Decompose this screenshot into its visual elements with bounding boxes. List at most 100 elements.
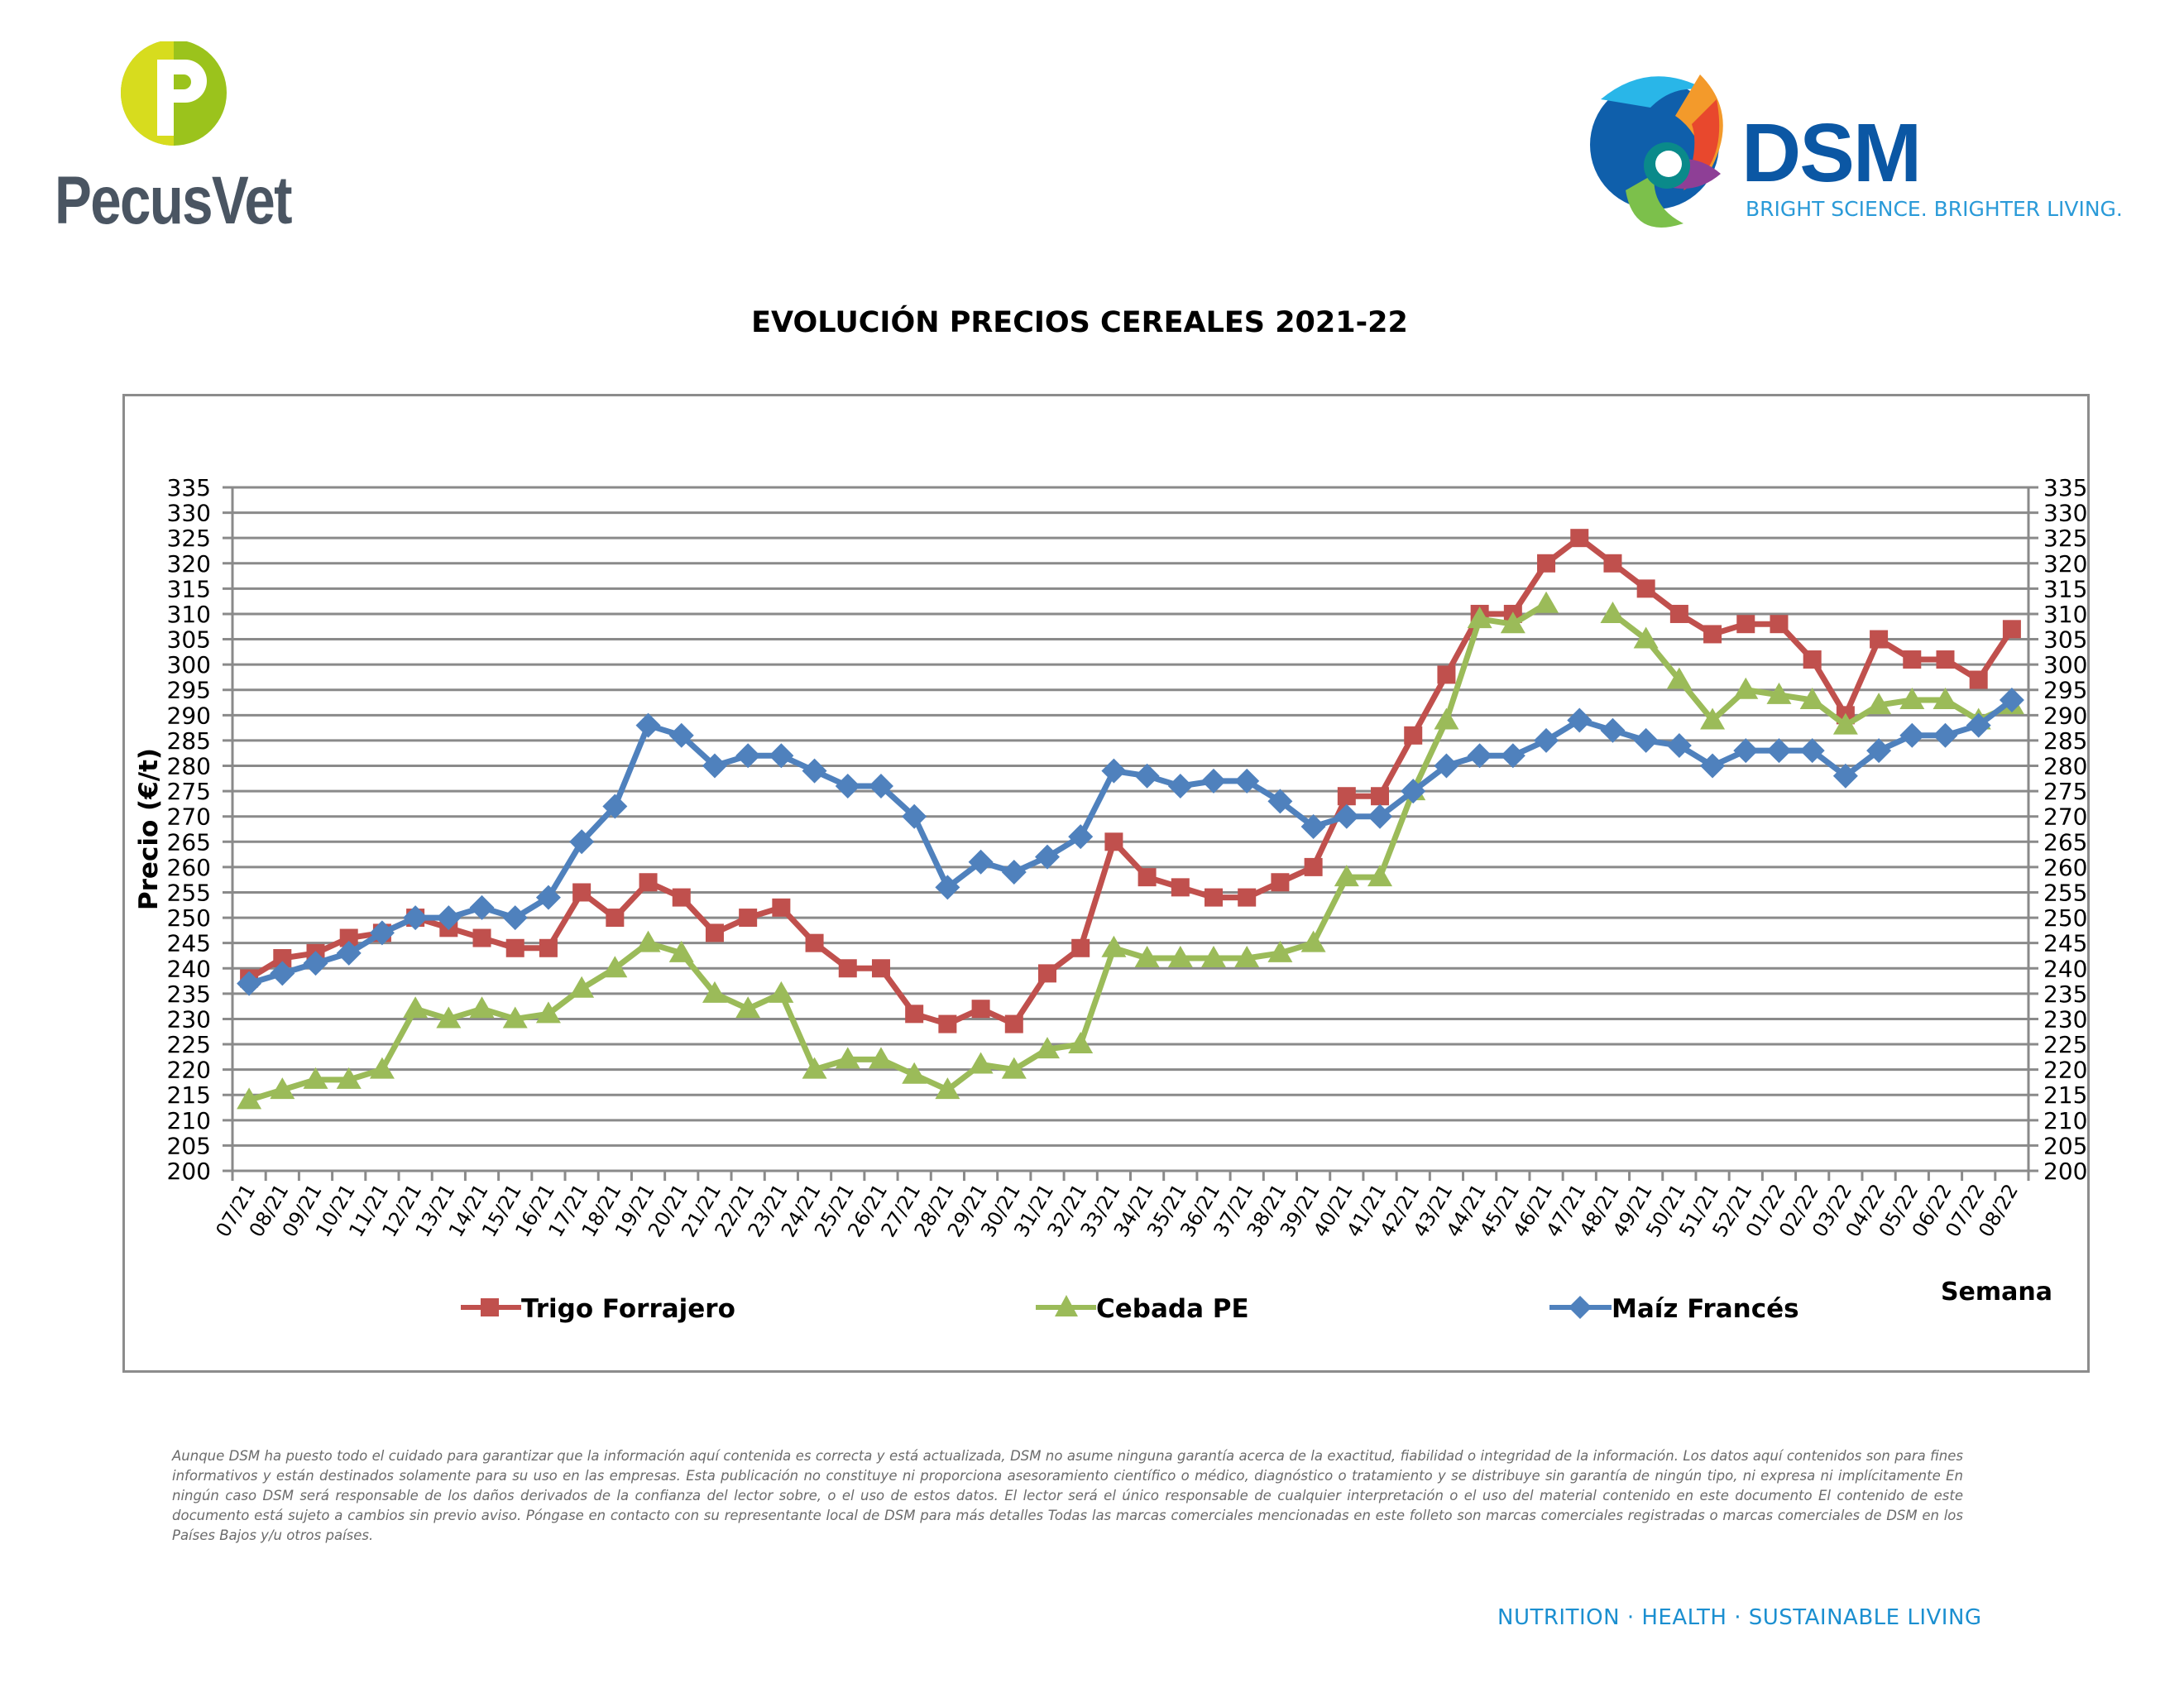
disclaimer-text: Aunque DSM ha puesto todo el cuidado par… bbox=[172, 1448, 1963, 1543]
data-point bbox=[1766, 682, 1792, 704]
data-point bbox=[270, 1077, 295, 1100]
y-tick-label-left: 335 bbox=[167, 474, 211, 501]
y-tick-label-right: 215 bbox=[2043, 1081, 2087, 1109]
data-point bbox=[1733, 738, 1759, 764]
data-point bbox=[472, 928, 491, 947]
data-point bbox=[602, 956, 628, 978]
data-point bbox=[1832, 712, 1858, 735]
data-point bbox=[1534, 727, 1559, 753]
y-tick-label-right: 290 bbox=[2043, 702, 2087, 729]
data-point bbox=[902, 803, 927, 829]
data-point bbox=[802, 758, 827, 784]
y-tick-label-right: 240 bbox=[2043, 955, 2087, 982]
data-point bbox=[1101, 935, 1127, 957]
data-point bbox=[1966, 712, 1991, 738]
data-point bbox=[1770, 615, 1789, 634]
data-point bbox=[668, 940, 694, 962]
data-point bbox=[1803, 650, 1822, 669]
data-point bbox=[502, 905, 528, 931]
y-tick-label-right: 300 bbox=[2043, 651, 2087, 679]
data-point bbox=[1832, 763, 1858, 789]
data-point bbox=[1799, 738, 1825, 764]
data-point bbox=[403, 996, 429, 1019]
y-tick-label-left: 235 bbox=[167, 981, 211, 1008]
data-point bbox=[1899, 687, 1925, 709]
data-point bbox=[1271, 873, 1290, 892]
data-point bbox=[237, 971, 262, 996]
y-tick-label-right: 220 bbox=[2043, 1057, 2087, 1084]
y-tick-label-right: 200 bbox=[2043, 1158, 2087, 1185]
data-point bbox=[1434, 707, 1459, 730]
y-tick-label-left: 255 bbox=[167, 879, 211, 906]
data-point bbox=[1603, 554, 1622, 573]
series-maíz-francés bbox=[237, 687, 2024, 996]
data-point bbox=[1537, 554, 1556, 573]
y-tick-label-left: 250 bbox=[167, 904, 211, 932]
y-tick-label-right: 245 bbox=[2043, 930, 2087, 957]
data-point bbox=[1138, 868, 1157, 887]
data-point bbox=[772, 898, 791, 917]
data-point bbox=[1633, 626, 1659, 649]
data-point bbox=[871, 959, 890, 978]
data-point bbox=[1068, 824, 1094, 850]
series-cebada-pe bbox=[237, 591, 2024, 1110]
data-point bbox=[1600, 717, 1626, 743]
y-tick-label-right: 250 bbox=[2043, 904, 2087, 932]
data-point bbox=[569, 829, 595, 855]
data-point bbox=[1933, 722, 1958, 748]
data-point bbox=[1733, 677, 1759, 699]
data-point bbox=[602, 794, 628, 819]
y-tick-label-right: 335 bbox=[2043, 474, 2087, 501]
y-tick-label-left: 215 bbox=[167, 1081, 211, 1109]
data-point bbox=[672, 888, 691, 907]
y-tick-label-left: 320 bbox=[167, 550, 211, 578]
data-point bbox=[1101, 758, 1127, 784]
data-point bbox=[339, 928, 358, 947]
y-tick-label-left: 285 bbox=[167, 727, 211, 755]
data-point bbox=[1666, 733, 1692, 759]
data-point bbox=[668, 722, 694, 748]
y-tick-label-left: 315 bbox=[167, 575, 211, 602]
data-point bbox=[769, 981, 794, 1003]
data-point bbox=[1304, 857, 1323, 876]
data-point bbox=[502, 1006, 528, 1029]
data-point bbox=[868, 1047, 893, 1069]
pecusvet-logo-text: PecusVet bbox=[55, 163, 293, 238]
y-tick-label-left: 290 bbox=[167, 702, 211, 729]
data-point bbox=[1799, 687, 1825, 709]
data-point bbox=[403, 905, 429, 931]
data-point bbox=[1669, 604, 1688, 623]
data-point bbox=[1267, 940, 1293, 962]
data-point bbox=[935, 875, 960, 900]
data-point bbox=[1633, 727, 1659, 753]
y-tick-label-right: 225 bbox=[2043, 1031, 2087, 1058]
chart-frame bbox=[122, 394, 2090, 1373]
y-tick-label-left: 245 bbox=[167, 930, 211, 957]
data-point bbox=[1500, 611, 1525, 634]
data-point bbox=[303, 951, 328, 976]
y-tick-label-left: 300 bbox=[167, 651, 211, 679]
data-point bbox=[539, 938, 558, 957]
data-point bbox=[1903, 650, 1922, 669]
data-point bbox=[702, 981, 727, 1003]
data-point bbox=[1334, 865, 1359, 887]
y-tick-label-right: 285 bbox=[2043, 727, 2087, 755]
data-point bbox=[968, 1052, 994, 1074]
data-point bbox=[635, 712, 661, 738]
y-tick-label-left: 325 bbox=[167, 525, 211, 552]
data-point bbox=[1570, 529, 1589, 548]
data-point bbox=[369, 920, 395, 946]
dsm-logo-text: DSM bbox=[1741, 107, 1922, 199]
y-tick-label-right: 210 bbox=[2043, 1107, 2087, 1134]
y-tick-label-right: 275 bbox=[2043, 778, 2087, 805]
data-point bbox=[1004, 1014, 1023, 1033]
data-point bbox=[1434, 753, 1459, 779]
y-tick-label-right: 325 bbox=[2043, 525, 2087, 552]
data-point bbox=[336, 1067, 362, 1089]
data-point bbox=[938, 1014, 957, 1033]
y-tick-label-left: 330 bbox=[167, 500, 211, 527]
data-point bbox=[1404, 726, 1423, 745]
data-point bbox=[1334, 803, 1359, 829]
y-tick-label-right: 230 bbox=[2043, 1005, 2087, 1033]
data-point bbox=[1437, 665, 1456, 684]
